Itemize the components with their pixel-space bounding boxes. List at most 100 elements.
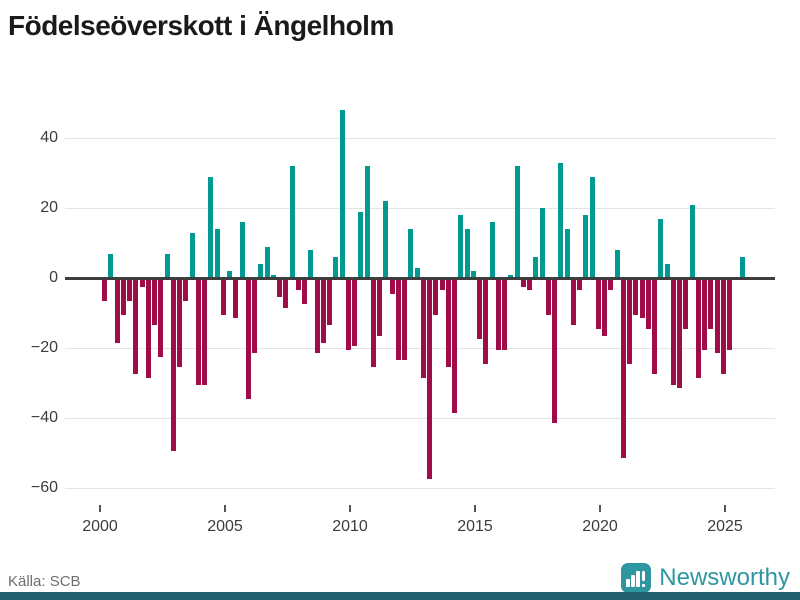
bar xyxy=(420,279,426,378)
x-axis-tick-mark xyxy=(224,505,226,512)
bar xyxy=(133,279,139,374)
bar xyxy=(195,279,201,385)
bar xyxy=(377,279,383,336)
bar xyxy=(683,279,689,329)
bar xyxy=(108,253,114,278)
bar xyxy=(283,279,289,308)
bar xyxy=(477,279,483,339)
bar xyxy=(714,279,720,353)
newsworthy-logo[interactable]: Newsworthy xyxy=(621,563,790,599)
bar xyxy=(333,257,339,278)
bar xyxy=(577,279,583,290)
y-axis-tick-label: −40 xyxy=(30,409,58,426)
bar xyxy=(695,279,701,378)
bar xyxy=(164,253,170,278)
bar xyxy=(314,279,320,353)
bar xyxy=(152,279,158,325)
bar xyxy=(539,208,545,278)
bar xyxy=(158,279,164,357)
bar xyxy=(495,279,501,350)
y-axis-tick-label: 0 xyxy=(49,269,58,286)
bar xyxy=(658,218,664,278)
bar xyxy=(702,279,708,350)
newsworthy-logo-text: Newsworthy xyxy=(659,564,790,591)
bar xyxy=(620,279,626,458)
y-axis-tick-label: −20 xyxy=(30,339,58,356)
bar xyxy=(308,250,314,278)
bar xyxy=(514,166,520,278)
bar xyxy=(277,279,283,297)
bar xyxy=(239,222,245,278)
bar xyxy=(439,279,445,290)
bar xyxy=(339,110,345,278)
bar xyxy=(127,279,133,301)
bar xyxy=(408,229,414,278)
bar xyxy=(589,176,595,278)
bar xyxy=(689,204,695,278)
chart-title: Födelseöverskott i Ängelholm xyxy=(8,10,394,41)
y-axis-tick-label: −60 xyxy=(30,479,58,496)
x-axis-tick-label: 2000 xyxy=(82,518,118,535)
bar xyxy=(170,279,176,451)
bar xyxy=(458,215,464,278)
bar xyxy=(583,215,589,278)
bar xyxy=(245,279,251,399)
bar xyxy=(227,271,233,278)
bar xyxy=(345,279,351,350)
bar xyxy=(527,279,533,290)
bar xyxy=(289,166,295,278)
bar xyxy=(464,229,470,278)
x-axis-tick-label: 2015 xyxy=(457,518,493,535)
bar xyxy=(320,279,326,343)
bar xyxy=(302,279,308,304)
bar xyxy=(558,162,564,278)
bar xyxy=(545,279,551,315)
gridline xyxy=(65,207,775,209)
newsworthy-logo-icon xyxy=(621,563,652,599)
bar xyxy=(120,279,126,315)
bar xyxy=(739,257,745,278)
bar xyxy=(352,279,358,346)
bar xyxy=(570,279,576,325)
bar xyxy=(452,279,458,413)
bar xyxy=(202,279,208,385)
bar xyxy=(639,279,645,318)
bar xyxy=(552,279,558,423)
y-axis-tick-label: 20 xyxy=(40,199,58,216)
x-axis-tick-label: 2010 xyxy=(332,518,368,535)
bar xyxy=(264,246,270,278)
bar xyxy=(489,222,495,278)
gridline xyxy=(65,417,775,419)
x-axis-tick-label: 2020 xyxy=(582,518,618,535)
bar xyxy=(189,232,195,278)
bar xyxy=(708,279,714,329)
bar xyxy=(645,279,651,329)
bar xyxy=(220,279,226,315)
x-axis-tick-mark xyxy=(349,505,351,512)
bar xyxy=(614,250,620,278)
bar xyxy=(252,279,258,353)
bar xyxy=(383,201,389,278)
bar xyxy=(258,264,264,278)
x-axis-tick-mark xyxy=(724,505,726,512)
bar xyxy=(470,271,476,278)
y-axis-tick-label: 40 xyxy=(40,129,58,146)
bar xyxy=(177,279,183,367)
bar xyxy=(677,279,683,388)
bar xyxy=(139,279,145,287)
bar xyxy=(414,267,420,278)
bar xyxy=(395,279,401,360)
bar xyxy=(664,264,670,278)
bar xyxy=(670,279,676,385)
bar xyxy=(145,279,151,378)
bar xyxy=(364,166,370,278)
bar xyxy=(608,279,614,290)
bar xyxy=(602,279,608,336)
bar xyxy=(595,279,601,329)
x-axis-tick-mark xyxy=(599,505,601,512)
bar xyxy=(520,279,526,287)
zero-axis-line xyxy=(65,276,775,280)
x-axis-tick-label: 2025 xyxy=(707,518,743,535)
bar xyxy=(114,279,120,343)
